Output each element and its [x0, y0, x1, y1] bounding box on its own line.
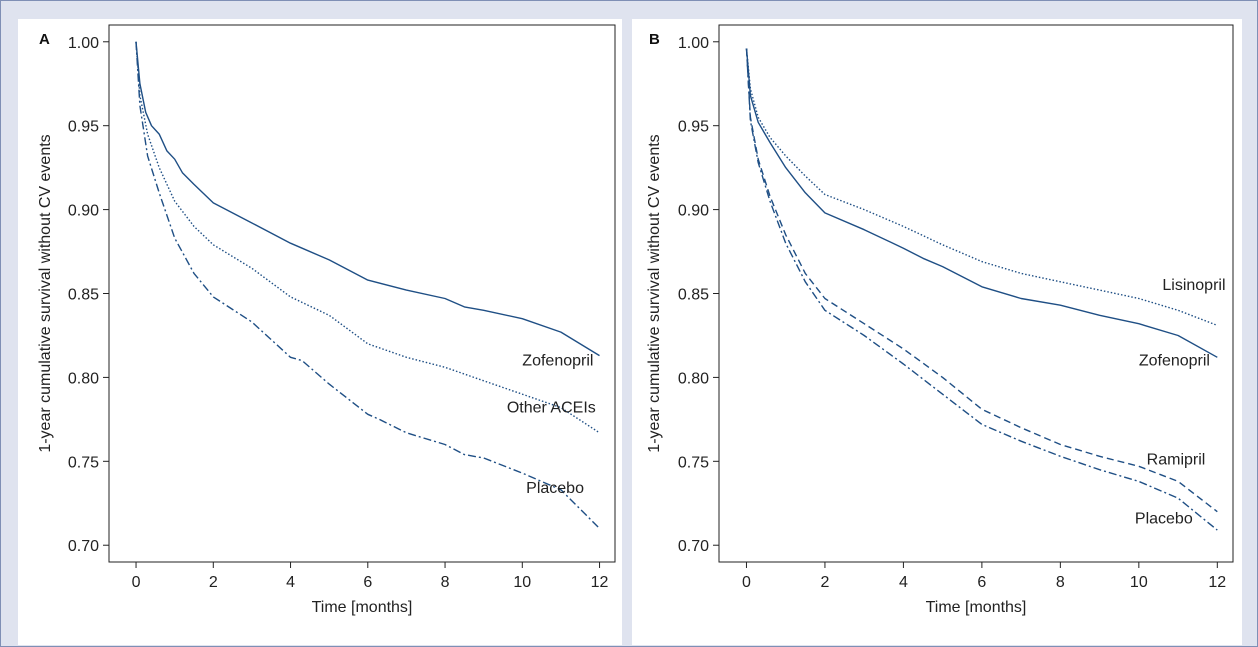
y-tick-label: 1.00	[678, 35, 709, 52]
y-tick-label: 0.85	[678, 287, 709, 304]
x-tick-label: 0	[132, 574, 141, 591]
panel-background	[632, 19, 1242, 645]
y-tick-label: 0.95	[68, 119, 99, 136]
chart-panel-a: A 0.70 0.75 0.80 0.85 0.90 0.95 1.00 0 2 4 6 8 10 12 Ti…	[18, 19, 622, 645]
y-tick-label: 0.80	[68, 370, 99, 387]
series-label: Ramipril	[1147, 452, 1206, 469]
y-tick-label: 0.70	[678, 538, 709, 555]
series-line-zofenopril	[135, 41, 600, 357]
x-tick-label: 6	[977, 574, 986, 591]
x-tick-label: 2	[820, 574, 829, 591]
series-label: Placebo	[1135, 510, 1193, 527]
series-line-other-aceis	[135, 41, 600, 434]
series-line-zofenopril	[745, 48, 1218, 358]
series-label: Zofenopril	[522, 353, 593, 370]
series-line-ramipril	[745, 48, 1218, 513]
x-tick-label: 4	[899, 574, 908, 591]
y-tick-label: 0.90	[678, 203, 709, 220]
x-tick-label: 8	[1056, 574, 1065, 591]
series-label: Zofenopril	[1139, 353, 1210, 370]
x-tick-label: 4	[286, 574, 295, 591]
x-tick-label: 2	[209, 574, 218, 591]
y-tick-label: 0.85	[68, 287, 99, 304]
series-line-placebo	[135, 41, 600, 529]
x-tick-label: 0	[742, 574, 751, 591]
y-tick-label: 1.00	[68, 35, 99, 52]
x-axis-title: Time [months]	[312, 599, 413, 616]
panel-letter: B	[649, 31, 660, 48]
y-tick-label: 0.75	[68, 454, 99, 471]
y-axis-title: 1-year cumulative survival without CV ev…	[37, 134, 54, 452]
x-tick-label: 10	[1130, 574, 1148, 591]
y-tick-label: 0.90	[68, 203, 99, 220]
y-axis-title: 1-year cumulative survival without CV ev…	[646, 134, 663, 452]
series-label: Other ACEIs	[507, 400, 596, 417]
x-tick-label: 12	[591, 574, 609, 591]
series-label: Placebo	[526, 480, 584, 497]
series-line-placebo	[745, 48, 1218, 531]
panel-letter: A	[39, 31, 50, 48]
x-tick-label: 6	[363, 574, 372, 591]
series-label: Lisinopril	[1162, 277, 1225, 294]
panel-background	[18, 19, 622, 645]
y-tick-label: 0.70	[68, 538, 99, 555]
y-tick-label: 0.95	[678, 119, 709, 136]
x-tick-label: 10	[513, 574, 531, 591]
chart-panel-b: B 0.70 0.75 0.80 0.85 0.90 0.95 1.00 0 2 4 6 8 10 12 Ti…	[632, 19, 1242, 645]
y-tick-label: 0.75	[678, 454, 709, 471]
x-tick-label: 12	[1208, 574, 1226, 591]
y-tick-label: 0.80	[678, 370, 709, 387]
x-tick-label: 8	[441, 574, 450, 591]
x-axis-title: Time [months]	[926, 599, 1027, 616]
